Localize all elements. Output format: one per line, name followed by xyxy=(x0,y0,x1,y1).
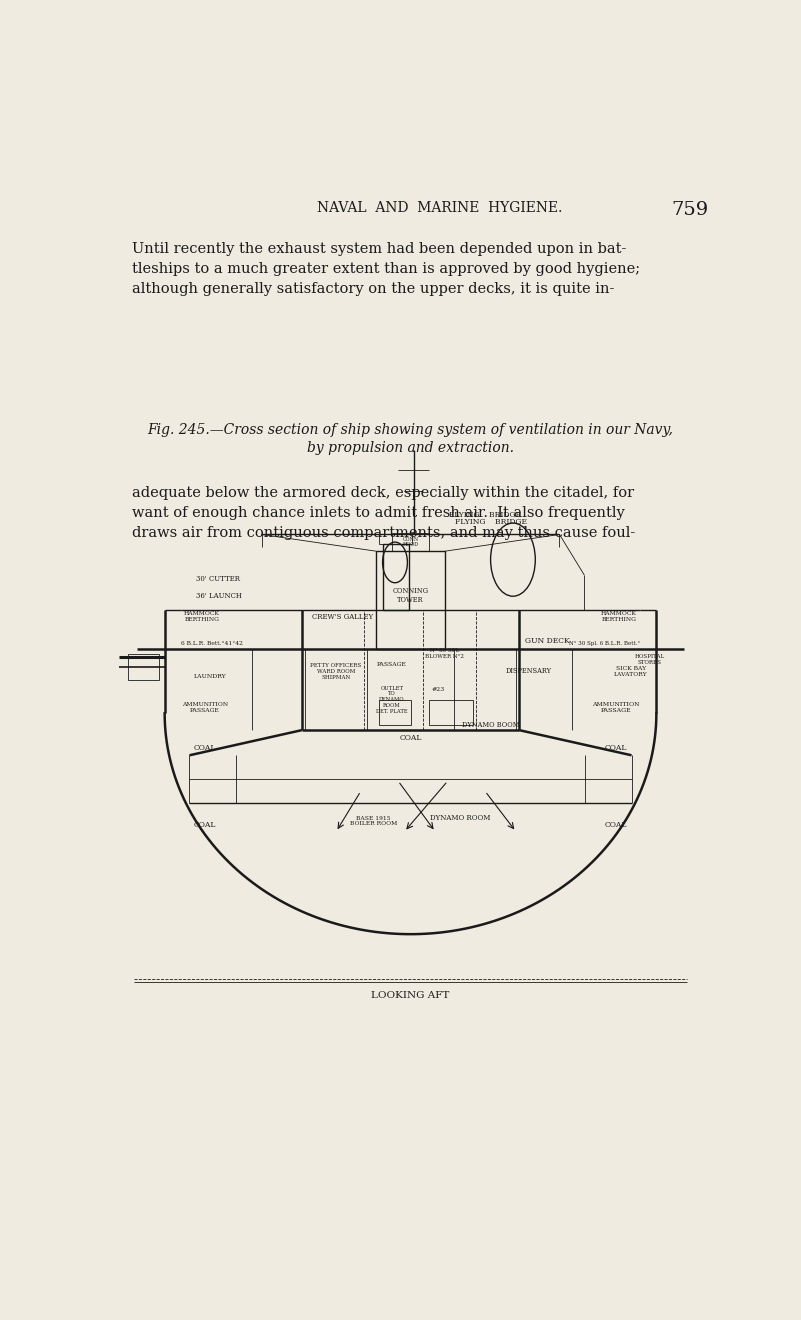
Text: 36' LAUNCH: 36' LAUNCH xyxy=(196,591,242,599)
Text: CONNING
TOWER: CONNING TOWER xyxy=(392,586,429,603)
Text: adequate below the armored deck, especially within the citadel, for: adequate below the armored deck, especia… xyxy=(132,486,634,500)
Text: CREW'S GALLEY: CREW'S GALLEY xyxy=(312,612,372,620)
Text: 759: 759 xyxy=(671,201,709,219)
Text: HAMMOCK
BERTHING: HAMMOCK BERTHING xyxy=(184,611,220,622)
Text: want of enough chance inlets to admit fresh air.  It also frequently: want of enough chance inlets to admit fr… xyxy=(132,506,625,520)
Bar xyxy=(392,533,429,552)
Bar xyxy=(380,533,412,544)
Text: GUN DECK: GUN DECK xyxy=(525,638,570,645)
Text: NAVAL  AND  MARINE  HYGIENE.: NAVAL AND MARINE HYGIENE. xyxy=(317,201,563,215)
Text: PASSAGE: PASSAGE xyxy=(377,661,407,667)
Text: COAL: COAL xyxy=(400,734,421,742)
Bar xyxy=(383,544,409,610)
Text: COAL: COAL xyxy=(605,821,627,829)
Text: COAL: COAL xyxy=(605,744,627,752)
Text: PETTY OFFICERS
WARD ROOM
SHIPMAN: PETTY OFFICERS WARD ROOM SHIPMAN xyxy=(311,663,361,680)
Text: #23: #23 xyxy=(432,686,445,692)
Text: LOOKING AFT: LOOKING AFT xyxy=(372,991,449,1001)
Text: DYNAMO ROOM: DYNAMO ROOM xyxy=(430,814,490,822)
Text: 6 B.L.R. Bett.°41°42: 6 B.L.R. Bett.°41°42 xyxy=(181,642,243,647)
Text: HOSPITAL
STORES: HOSPITAL STORES xyxy=(634,653,665,665)
Text: COAL: COAL xyxy=(194,821,216,829)
Text: HAMMOCK
BERTHING: HAMMOCK BERTHING xyxy=(601,611,637,622)
Bar xyxy=(380,700,410,725)
Text: FLYING    BRIDGE: FLYING BRIDGE xyxy=(455,519,527,527)
Text: AMMUNITION
PASSAGE: AMMUNITION PASSAGE xyxy=(592,702,640,713)
Text: N° 30 Spl. 6 B.L.R. Bett.°: N° 30 Spl. 6 B.L.R. Bett.° xyxy=(569,642,640,647)
Text: DYNAMO BOOM: DYNAMO BOOM xyxy=(462,721,520,729)
Text: by propulsion and extraction.: by propulsion and extraction. xyxy=(307,441,514,455)
Text: AMMUNITION
PASSAGE: AMMUNITION PASSAGE xyxy=(182,702,228,713)
Text: although generally satisfactory on the upper decks, it is quite in-: although generally satisfactory on the u… xyxy=(132,282,615,297)
Bar xyxy=(429,700,473,725)
Text: 30' CUTTER: 30' CUTTER xyxy=(196,576,240,583)
Text: tleships to a much greater extent than is approved by good hygiene;: tleships to a much greater extent than i… xyxy=(132,263,641,276)
Text: SICK BAY
LAVATORY: SICK BAY LAVATORY xyxy=(614,667,648,677)
Text: N° 30 SPL
BLOWER N°2: N° 30 SPL BLOWER N°2 xyxy=(425,648,464,659)
Text: BASE 1915
BOILER ROOM: BASE 1915 BOILER ROOM xyxy=(350,816,396,826)
Bar xyxy=(128,655,159,680)
Bar xyxy=(376,552,445,649)
Text: draws air from contiguous compartments, and may thus cause foul-: draws air from contiguous compartments, … xyxy=(132,527,636,540)
Text: FLYING    BRIDGE: FLYING BRIDGE xyxy=(449,511,521,519)
Text: LAUNDRY: LAUNDRY xyxy=(193,675,226,678)
Text: Until recently the exhaust system had been depended upon in bat-: Until recently the exhaust system had be… xyxy=(132,242,626,256)
Text: Fig. 245.—Cross section of ship showing system of ventilation in our Navy,: Fig. 245.—Cross section of ship showing … xyxy=(147,422,674,437)
Text: DISPENSARY: DISPENSARY xyxy=(505,668,551,676)
Text: CONN
HOOD: CONN HOOD xyxy=(402,537,419,548)
Text: COAL: COAL xyxy=(194,744,216,752)
Text: OUTLET
TO
DYNAMO
ROOM
DET. PLATE: OUTLET TO DYNAMO ROOM DET. PLATE xyxy=(376,685,408,714)
